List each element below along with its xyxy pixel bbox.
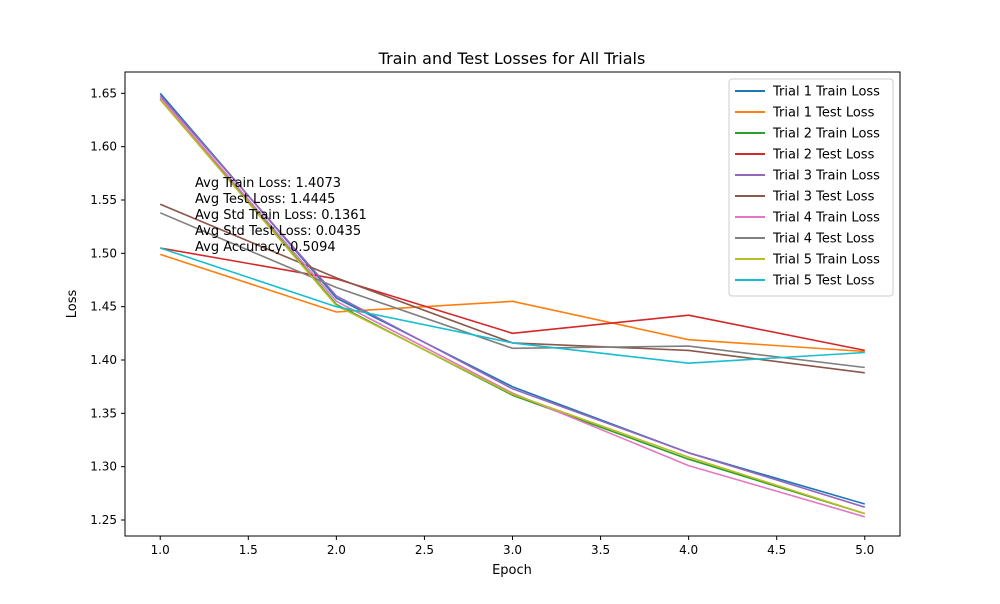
y-axis-ticks: 1.25 1.30 1.35 1.40 1.45 1.50 1.55 1.60 1.65 bbox=[90, 86, 125, 527]
x-tick-label: 2.5 bbox=[415, 543, 434, 557]
x-tick-label: 3.0 bbox=[503, 543, 522, 557]
x-tick-label: 2.0 bbox=[327, 543, 346, 557]
stats-annotation: Avg Std Test Loss: 0.0435 bbox=[195, 224, 361, 239]
y-tick-label: 1.30 bbox=[90, 460, 117, 474]
legend-label: Trial 4 Test Loss bbox=[772, 232, 875, 247]
legend-label: Trial 5 Test Loss bbox=[772, 274, 875, 289]
stats-annotation: Avg Accuracy: 0.5094 bbox=[195, 240, 336, 255]
legend-label: Trial 5 Train Loss bbox=[772, 253, 880, 268]
series-line-trial-4-train bbox=[159, 97, 866, 518]
x-tick-label: 1.5 bbox=[239, 543, 258, 557]
y-tick-label: 1.35 bbox=[90, 406, 117, 420]
y-tick-label: 1.25 bbox=[90, 513, 117, 527]
chart-title: Train and Test Losses for All Trials bbox=[378, 49, 646, 68]
y-axis-label: Loss bbox=[65, 290, 80, 319]
x-axis-label: Epoch bbox=[492, 563, 532, 578]
legend-label: Trial 1 Test Loss bbox=[772, 106, 875, 121]
series-line-trial-3-train bbox=[159, 94, 866, 508]
stats-annotation: Avg Test Loss: 1.4445 bbox=[195, 192, 335, 207]
y-tick-label: 1.50 bbox=[90, 246, 117, 260]
legend: Trial 1 Train Loss Trial 1 Test Loss Trial… bbox=[728, 78, 894, 297]
y-tick-label: 1.55 bbox=[90, 193, 117, 207]
series-layer bbox=[159, 92, 866, 518]
legend-label: Trial 1 Train Loss bbox=[772, 85, 880, 100]
y-tick-label: 1.65 bbox=[90, 86, 117, 100]
y-tick-label: 1.60 bbox=[90, 140, 117, 154]
x-tick-label: 1.0 bbox=[151, 543, 170, 557]
x-axis-ticks: 1.0 1.5 2.0 2.5 3.0 3.5 4.0 4.5 5.0 bbox=[151, 536, 874, 557]
legend-label: Trial 2 Test Loss bbox=[772, 148, 875, 163]
x-tick-label: 3.5 bbox=[591, 543, 610, 557]
x-tick-label: 4.5 bbox=[767, 543, 786, 557]
legend-box bbox=[728, 78, 894, 297]
legend-label: Trial 3 Train Loss bbox=[772, 169, 880, 184]
legend-label: Trial 2 Train Loss bbox=[772, 127, 880, 142]
stats-annotation: Avg Std Train Loss: 0.1361 bbox=[195, 208, 367, 223]
y-tick-label: 1.40 bbox=[90, 353, 117, 367]
legend-label: Trial 3 Test Loss bbox=[772, 190, 875, 205]
series-line-trial-1-test bbox=[159, 253, 865, 353]
x-tick-label: 4.0 bbox=[679, 543, 698, 557]
series-line-trial-4-test bbox=[159, 212, 865, 369]
series-line-trial-2-test bbox=[160, 247, 865, 352]
x-tick-label: 5.0 bbox=[855, 543, 874, 557]
legend-label: Trial 4 Train Loss bbox=[772, 211, 880, 226]
series-line-trial-5-test bbox=[159, 247, 865, 365]
stats-annotation: Avg Train Loss: 1.4073 bbox=[195, 176, 341, 191]
y-tick-label: 1.45 bbox=[90, 300, 117, 314]
series-line-trial-5-train bbox=[159, 99, 866, 515]
